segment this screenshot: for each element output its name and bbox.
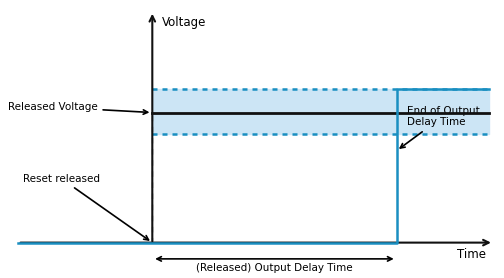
Text: Voltage: Voltage bbox=[162, 16, 207, 29]
Text: Time: Time bbox=[457, 248, 486, 261]
Text: Reset released: Reset released bbox=[23, 173, 149, 240]
Text: End of Output
Delay Time: End of Output Delay Time bbox=[400, 106, 479, 148]
Text: (Released) Output Delay Time: (Released) Output Delay Time bbox=[196, 263, 353, 273]
Text: Released Voltage: Released Voltage bbox=[8, 102, 148, 114]
